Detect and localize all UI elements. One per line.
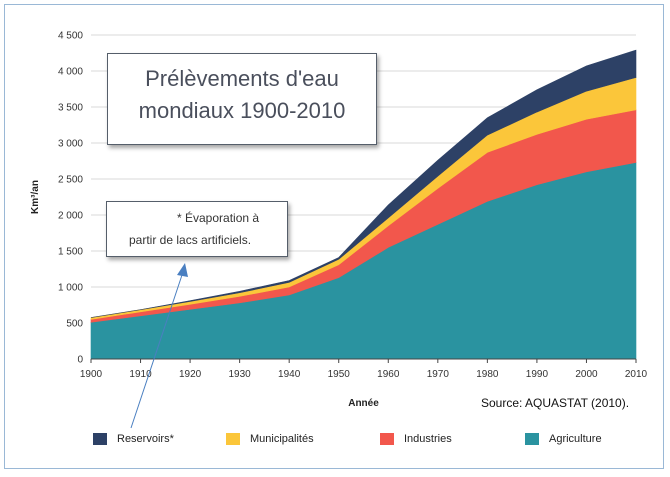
y-axis-title: Km³/an [30,180,41,214]
x-tick-label: 1900 [80,369,103,380]
x-tick-label: 1990 [526,369,549,380]
legend-label-agriculture: Agriculture [549,433,602,445]
y-tick-label: 4 000 [58,67,83,78]
x-tick-label: 1940 [278,369,301,380]
figure-frame [4,4,664,469]
x-tick-label: 1930 [229,369,252,380]
x-tick-label: 2010 [625,369,648,380]
y-tick-label: 3 000 [58,139,83,150]
y-tick-label: 2 500 [58,175,83,186]
y-tick-label: 4 500 [58,31,83,42]
note-line-2: partir de lacs artificiels. [129,233,252,247]
chart-title-box: Prélèvements d'eau mondiaux 1900-2010 [107,53,377,145]
note-line-1: * Évaporation à [177,211,260,225]
x-tick-label: 1980 [476,369,499,380]
legend-swatch-municipalites [226,433,240,445]
y-tick-label: 1 500 [58,247,83,258]
chart-title-line-1: Prélèvements d'eau [145,66,339,91]
legend-swatch-reservoirs [93,433,107,445]
legend-item-industries: Industries [380,432,452,446]
x-tick-label: 1960 [377,369,400,380]
legend-item-municipalites: Municipalités [226,432,314,446]
y-tick-label: 3 500 [58,103,83,114]
legend-item-reservoirs: Reservoirs* [93,432,174,446]
legend-label-municipalites: Municipalités [250,433,314,445]
x-tick-label: 2000 [575,369,598,380]
annotation-arrow-head [177,263,188,277]
evaporation-note-box: * Évaporation à partir de lacs artificie… [106,201,288,257]
y-tick-label: 0 [77,355,83,366]
y-tick-label: 2 000 [58,211,83,222]
y-tick-label: 500 [66,319,83,330]
x-tick-label: 1910 [129,369,152,380]
x-tick-label: 1920 [179,369,202,380]
y-tick-label: 1 000 [58,283,83,294]
legend-label-industries: Industries [404,433,452,445]
legend-swatch-industries [380,433,394,445]
x-tick-label: 1950 [328,369,351,380]
annotation-arrow-line [130,271,184,429]
legend-swatch-agriculture [525,433,539,445]
source-note: Source: AQUASTAT (2010). [481,396,630,410]
x-axis-title: Année [348,398,379,409]
x-tick-label: 1970 [427,369,450,380]
area-reservoirs [90,49,637,318]
legend-item-agriculture: Agriculture [525,432,602,446]
legend-label-reservoirs: Reservoirs* [117,433,174,445]
chart-title-line-2: mondiaux 1900-2010 [138,98,346,123]
